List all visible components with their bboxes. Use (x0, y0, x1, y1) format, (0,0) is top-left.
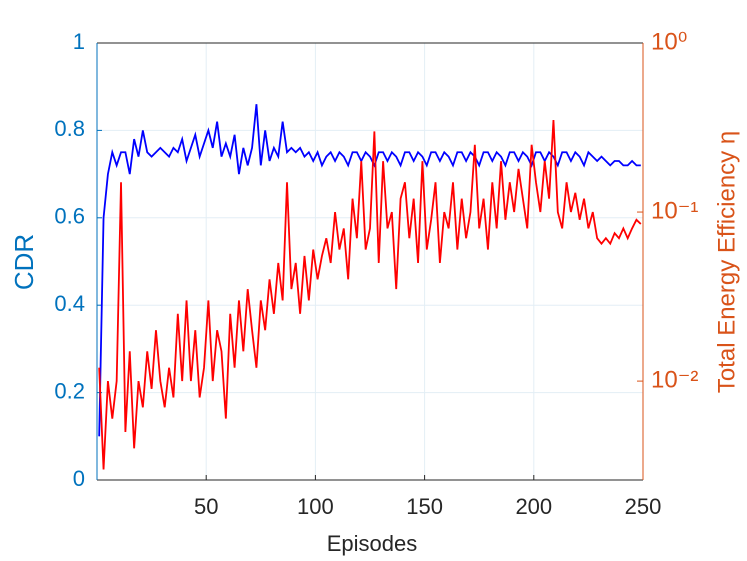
y-tick-label: 0.6 (54, 204, 85, 229)
y-tick-label: 0 (73, 466, 85, 491)
y-axis-label: CDR (9, 234, 39, 290)
y2-tick-label: 10⁻¹ (651, 197, 698, 224)
series-line (98, 120, 642, 470)
y2-tick-label: 10⁰ (651, 28, 687, 55)
y-tick-label: 1 (73, 29, 85, 54)
x-tick-label: 200 (515, 494, 552, 519)
y-tick-label: 0.8 (54, 116, 85, 141)
series-line (98, 104, 641, 437)
x-axis-label: Episodes (327, 531, 418, 556)
y-tick-label: 0.2 (54, 378, 85, 403)
y2-axis-label: Total Energy Efficiency η (713, 131, 740, 393)
plot-area (97, 43, 643, 480)
y2-tick-label: 10⁻² (651, 366, 698, 393)
x-tick-label: 100 (297, 494, 334, 519)
x-tick-label: 250 (625, 494, 662, 519)
x-tick-label: 150 (406, 494, 443, 519)
y-tick-label: 0.4 (54, 291, 85, 316)
x-tick-label: 50 (194, 494, 218, 519)
